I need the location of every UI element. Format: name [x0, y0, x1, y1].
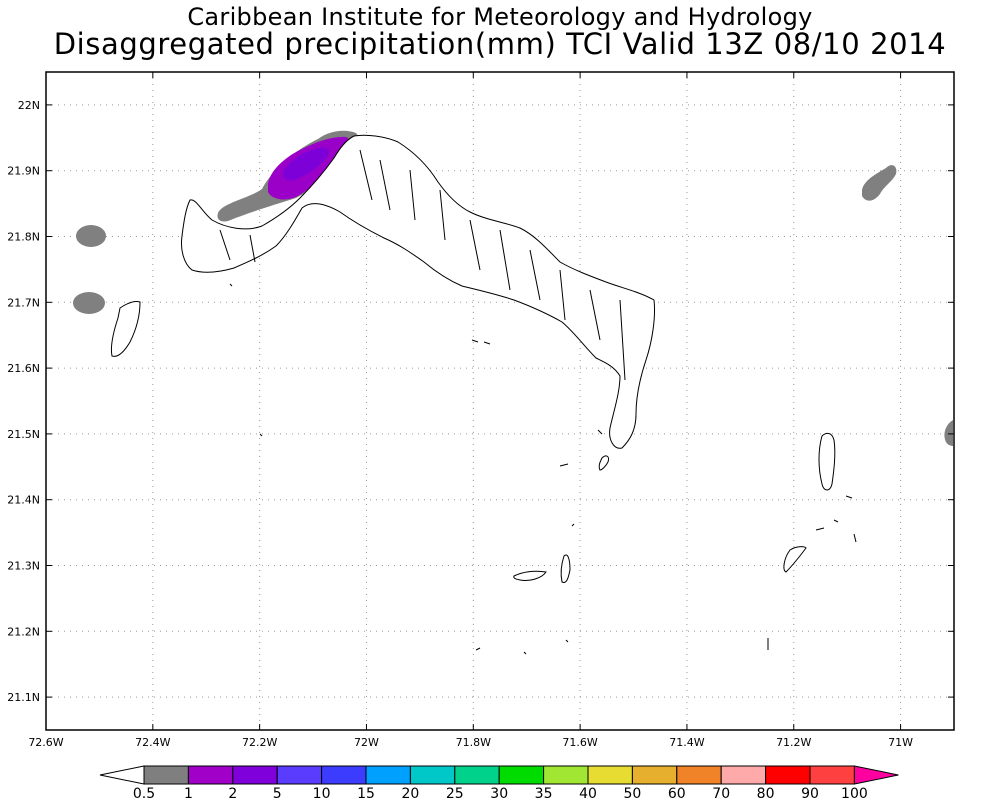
longitude-label: 71.4W: [669, 736, 704, 749]
island-main-caicos: [181, 134, 655, 449]
colorbar-swatch: [765, 765, 811, 785]
colorbar-label: 0.5: [133, 786, 155, 800]
latitude-label: 21.2N: [7, 625, 40, 638]
island-salt-cay: [783, 546, 807, 573]
latitude-label: 21.7N: [7, 296, 40, 309]
latitude-label: 21.4N: [7, 494, 40, 507]
colorbar-label: 5: [273, 786, 282, 800]
colorbar-label: 90: [801, 786, 819, 800]
longitude-label: 71.2W: [776, 736, 811, 749]
island-cay-se-1: [598, 455, 609, 471]
colorbar-swatch: [676, 765, 722, 785]
colorbar-swatch: [543, 765, 589, 785]
colorbar-label: 30: [490, 786, 508, 800]
rain-cell-west-1: [76, 225, 106, 247]
longitude-label: 72.6W: [28, 736, 63, 749]
latitude-label: 21.3N: [7, 560, 40, 573]
latitude-label: 22N: [18, 99, 40, 112]
rain-cell-west-2: [73, 292, 105, 314]
latitude-label: 21.9N: [7, 165, 40, 178]
colorbar-swatch: [321, 765, 367, 785]
colorbar-label: 10: [313, 786, 331, 800]
colorbar-label: 15: [357, 786, 375, 800]
longitude-labels: 72.6W 72.4W 72.2W 72W 71.8W 71.6W 71.4W 71.2W 71…: [28, 736, 913, 749]
internal-boundaries: [219, 149, 626, 381]
coastline-layer: [111, 134, 836, 583]
colorbar-swatch: [809, 765, 855, 785]
colorbar-swatch: [365, 765, 411, 785]
grid-lines: [45, 72, 954, 730]
longitude-label: 71.6W: [562, 736, 597, 749]
rain-cell-northeast: [862, 165, 897, 201]
colorbar-label: 50: [623, 786, 641, 800]
colorbar-label: 70: [712, 786, 730, 800]
colorbar-swatch: [454, 765, 500, 785]
latitude-labels: 22N 21.9N 21.8N 21.7N 21.6N 21.5N 21.4N 21.3N 21…: [7, 99, 40, 704]
colorbar-label: 60: [668, 786, 686, 800]
colorbar-swatch: [498, 765, 545, 785]
colorbar-swatch: [631, 765, 678, 785]
colorbar: 0.5 1 2 5 10 15 20 25 30 35 40 50 60 70 80 90 100: [99, 765, 899, 800]
precipitation-field: [73, 130, 953, 446]
latitude-label: 21.8N: [7, 231, 40, 244]
longitude-label: 72W: [354, 736, 379, 749]
coastline-detail: [219, 149, 857, 655]
latitude-label: 21.6N: [7, 362, 40, 375]
colorbar-swatch: [720, 765, 767, 785]
colorbar-label: 20: [401, 786, 419, 800]
colorbar-label: 2: [228, 786, 237, 800]
colorbar-under-arrow: [99, 765, 145, 785]
colorbar-swatch: [232, 765, 278, 785]
colorbar-over-arrow: [853, 765, 899, 785]
colorbar-swatch: [409, 765, 456, 785]
longitude-label: 71W: [888, 736, 913, 749]
longitude-label: 72.4W: [135, 736, 170, 749]
colorbar-label: 25: [446, 786, 464, 800]
latitude-label: 21.5N: [7, 428, 40, 441]
colorbar-swatch: [276, 765, 323, 785]
longitude-label: 72.2W: [242, 736, 277, 749]
rain-cell-east-edge: [944, 420, 953, 446]
colorbar-label: 35: [535, 786, 553, 800]
small-cays: [229, 283, 857, 655]
axis-ticks: [45, 72, 954, 730]
colorbar-swatch: [187, 765, 234, 785]
institute-title: Caribbean Institute for Meteorology and …: [187, 3, 813, 31]
island-cay-south-2: [560, 554, 571, 583]
product-title: Disaggregated precipitation(mm) TCI Vali…: [53, 27, 947, 61]
colorbar-label: 1: [184, 786, 193, 800]
island-west-caicos: [111, 301, 141, 357]
colorbar-label: 100: [841, 786, 868, 800]
longitude-label: 71.8W: [456, 736, 491, 749]
map-frame: [45, 71, 955, 731]
island-cay-south-1: [513, 570, 547, 581]
rain-core-area: [283, 147, 329, 181]
colorbar-label: 40: [579, 786, 597, 800]
latitude-label: 21.1N: [7, 691, 40, 704]
colorbar-swatch: [587, 765, 633, 785]
colorbar-label: 80: [757, 786, 775, 800]
colorbar-swatch: [143, 765, 189, 785]
island-grand-turk: [818, 432, 836, 491]
